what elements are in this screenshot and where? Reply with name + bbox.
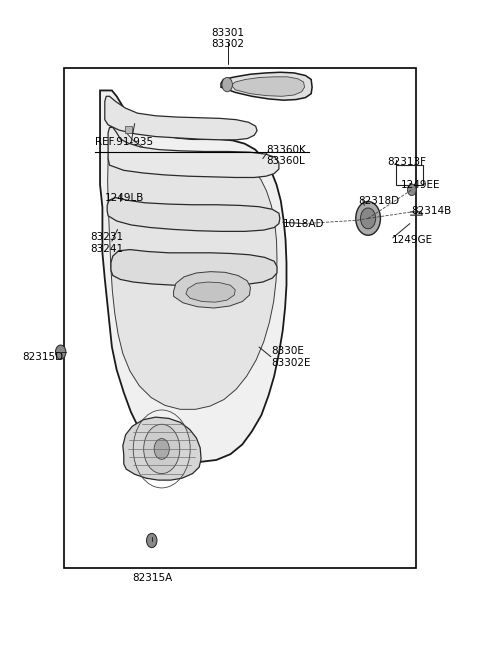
Text: 82315A: 82315A — [132, 572, 172, 582]
Polygon shape — [111, 250, 277, 286]
Circle shape — [56, 345, 66, 360]
Polygon shape — [105, 96, 257, 140]
Circle shape — [146, 533, 157, 548]
Text: 83360K
83360L: 83360K 83360L — [266, 145, 306, 166]
Polygon shape — [107, 198, 280, 231]
Polygon shape — [108, 97, 277, 409]
Text: 1249LB: 1249LB — [105, 193, 144, 202]
Polygon shape — [100, 90, 287, 462]
Polygon shape — [174, 272, 251, 308]
Text: 1018AD: 1018AD — [283, 219, 324, 229]
Bar — [396, 165, 423, 185]
Circle shape — [408, 184, 416, 196]
Circle shape — [154, 439, 169, 459]
Polygon shape — [186, 282, 235, 302]
Polygon shape — [108, 128, 279, 178]
Circle shape — [144, 424, 180, 474]
Polygon shape — [231, 77, 304, 96]
Text: 83301
83302: 83301 83302 — [212, 28, 245, 49]
Polygon shape — [125, 126, 132, 133]
Circle shape — [356, 202, 381, 235]
Text: 1249GE: 1249GE — [392, 235, 433, 245]
Polygon shape — [221, 72, 312, 100]
Circle shape — [360, 208, 376, 229]
Text: 82314B: 82314B — [411, 206, 451, 215]
Text: 82318D: 82318D — [359, 196, 400, 206]
Text: 1249EE: 1249EE — [401, 179, 441, 189]
Text: 82313F: 82313F — [387, 157, 426, 167]
Text: REF.91-935: REF.91-935 — [96, 138, 154, 147]
Bar — [64, 67, 416, 568]
Polygon shape — [123, 417, 201, 480]
Text: 82315D: 82315D — [22, 352, 63, 362]
Text: 83231
83241: 83231 83241 — [91, 233, 124, 254]
Text: 8330E
83302E: 8330E 83302E — [271, 346, 311, 367]
Circle shape — [222, 77, 232, 92]
